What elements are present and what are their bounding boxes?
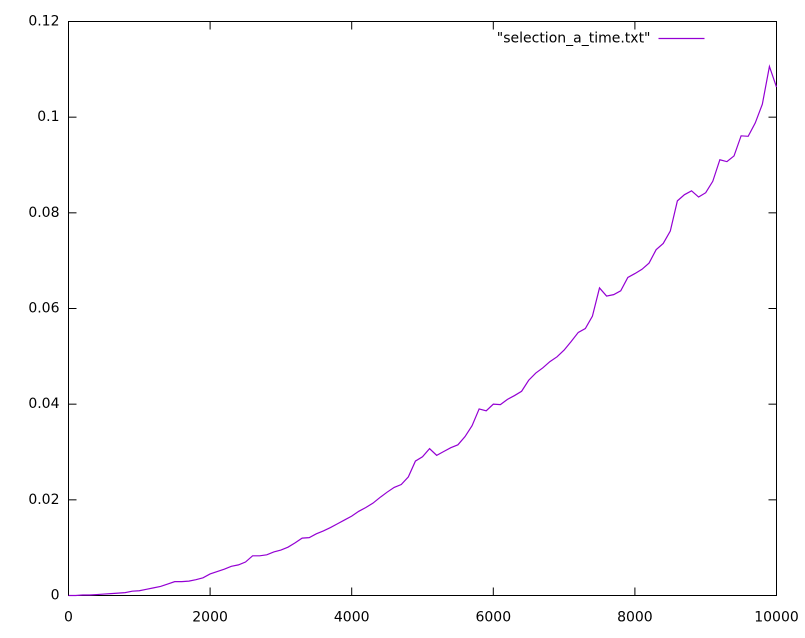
- x-tick-label: 6000: [475, 610, 511, 626]
- y-tick-label: 0: [51, 588, 60, 604]
- plot-border: [68, 21, 777, 596]
- x-tick-label: 2000: [192, 610, 228, 626]
- y-tick-label: 0.12: [28, 14, 59, 30]
- y-tick-label: 0.02: [28, 492, 59, 508]
- x-tick-label: 4000: [334, 610, 370, 626]
- x-tick-label: 10000: [754, 610, 799, 626]
- x-tick-label: 0: [64, 610, 73, 626]
- legend-label: "selection_a_time.txt": [497, 31, 651, 47]
- data-line: [68, 64, 778, 597]
- y-tick-label: 0.04: [28, 396, 59, 412]
- x-tick-label: 8000: [617, 610, 653, 626]
- y-tick-label: 0.1: [37, 109, 59, 125]
- y-tick-label: 0.08: [28, 205, 59, 221]
- y-tick-label: 0.06: [28, 301, 59, 317]
